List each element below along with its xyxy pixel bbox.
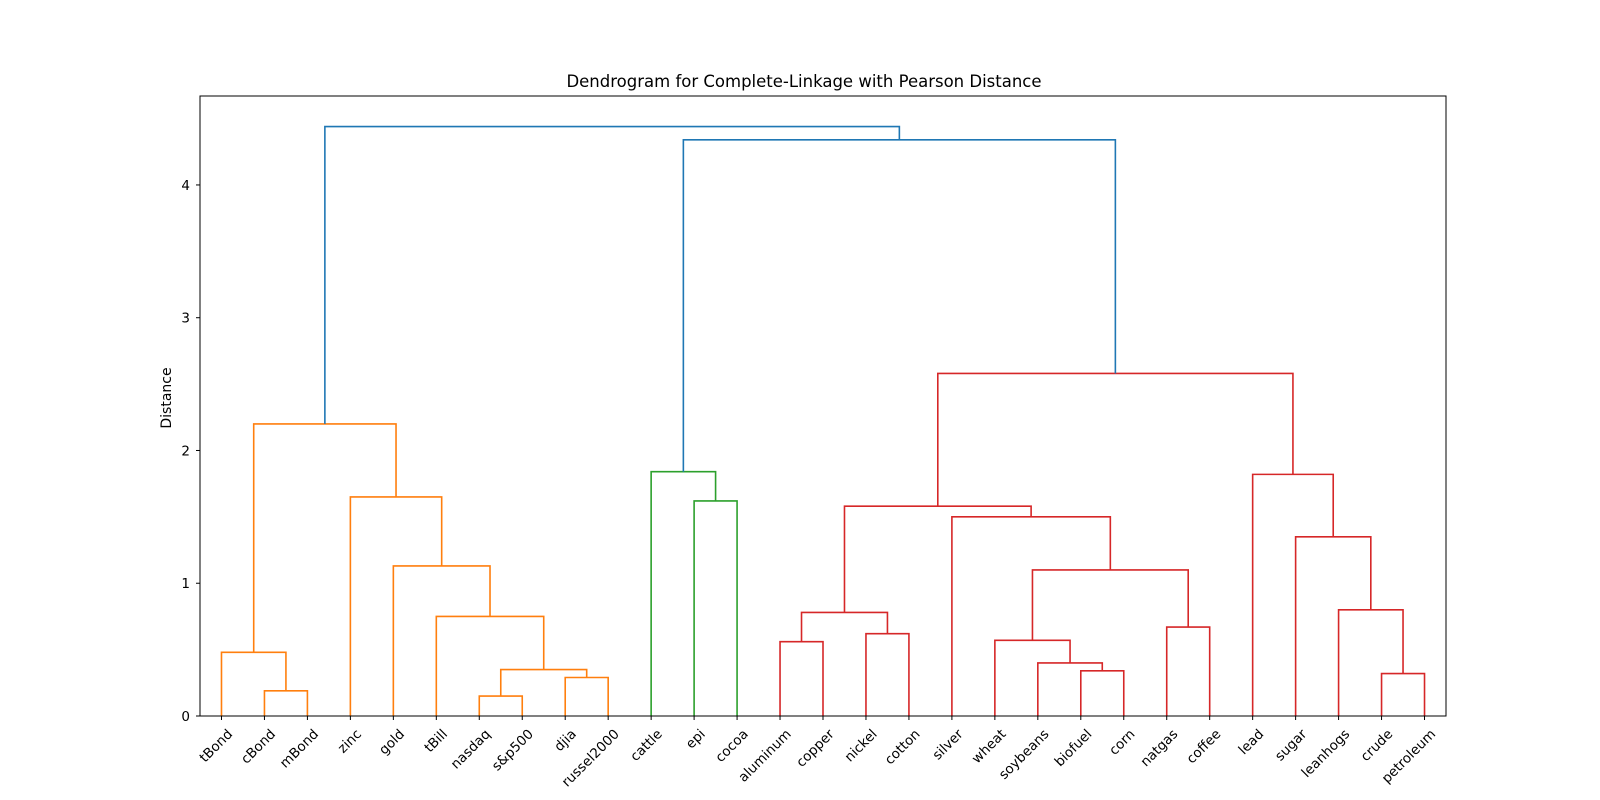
cluster-link-red [1079,670,1125,716]
cluster-link-blue [682,139,1117,472]
y-axis-label: Distance [159,367,175,428]
cluster-link-red [1294,535,1372,716]
y-axis: 0 1 2 3 4 [181,178,200,725]
y-tick-label: 2 [181,443,190,459]
cluster-link-orange [564,676,609,716]
cluster-link-red [951,516,1112,716]
y-tick-label: 0 [181,709,190,725]
dendrogram-links [220,125,1426,716]
chart-title: Dendrogram for Complete-Linkage with Pea… [566,72,1041,91]
y-tick-label: 1 [181,576,190,592]
cluster-link-orange [392,565,491,716]
plot-frame [199,95,1447,717]
cluster-link-red [994,639,1071,716]
cluster-link-orange [252,423,397,653]
y-tick-label: 4 [181,178,190,194]
cluster-link-blue [324,125,901,424]
cluster-link-red [1251,473,1335,716]
y-tick-label: 3 [181,311,190,327]
cluster-link-orange [478,695,524,716]
cluster-link-red [843,505,1032,613]
